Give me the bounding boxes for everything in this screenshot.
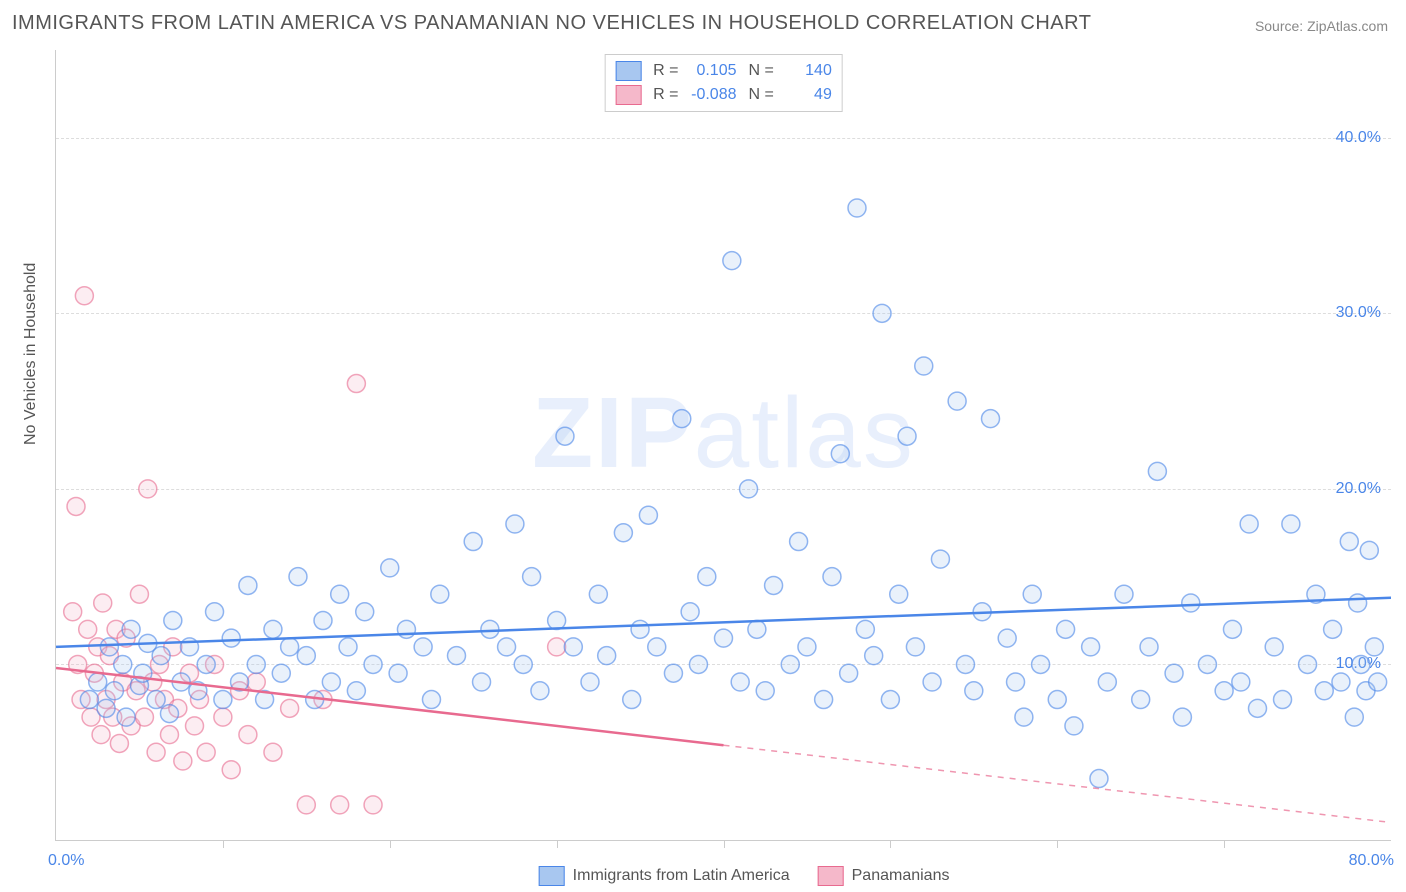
- legend-item-series-1: Immigrants from Latin America: [539, 866, 790, 886]
- swatch-icon: [539, 866, 565, 886]
- series-legend: Immigrants from Latin America Panamanian…: [539, 866, 950, 886]
- legend-row-series-2: R = -0.088 N = 49: [615, 83, 832, 107]
- r-value: 0.105: [687, 59, 737, 83]
- chart-plot-area: ZIPatlas R = 0.105 N = 140 R = -0.088 N …: [55, 50, 1391, 841]
- x-axis-start-label: 0.0%: [48, 852, 84, 870]
- n-label: N =: [749, 59, 774, 83]
- r-value: -0.088: [687, 83, 737, 107]
- legend-item-series-2: Panamanians: [818, 866, 950, 886]
- n-value: 140: [782, 59, 832, 83]
- r-label: R =: [653, 59, 678, 83]
- correlation-legend: R = 0.105 N = 140 R = -0.088 N = 49: [604, 54, 843, 112]
- swatch-icon: [615, 85, 641, 105]
- r-label: R =: [653, 83, 678, 107]
- n-value: 49: [782, 83, 832, 107]
- legend-label: Panamanians: [852, 867, 950, 885]
- n-label: N =: [749, 83, 774, 107]
- chart-title: IMMIGRANTS FROM LATIN AMERICA VS PANAMAN…: [12, 12, 1091, 35]
- legend-label: Immigrants from Latin America: [573, 867, 790, 885]
- legend-row-series-1: R = 0.105 N = 140: [615, 59, 832, 83]
- y-axis-label: No Vehicles in Household: [22, 263, 40, 445]
- swatch-icon: [818, 866, 844, 886]
- swatch-icon: [615, 61, 641, 81]
- source-attribution: Source: ZipAtlas.com: [1255, 18, 1388, 34]
- scatter-svg: [56, 50, 1391, 840]
- x-axis-end-label: 80.0%: [1349, 852, 1394, 870]
